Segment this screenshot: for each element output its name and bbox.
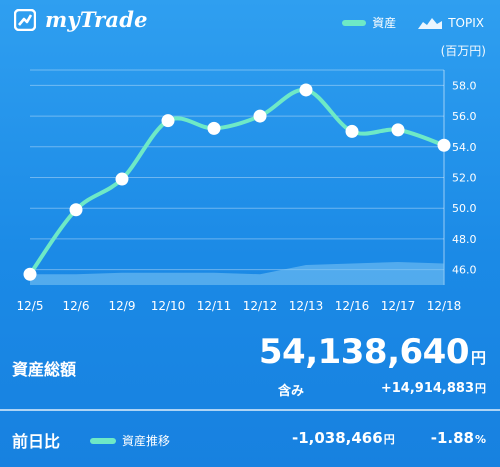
app-title: myTrade [45, 7, 148, 32]
data-point-12-16[interactable] [345, 124, 359, 138]
x-tick-label: 12/18 [427, 299, 462, 313]
data-point-12-12[interactable] [253, 109, 267, 123]
daily-change-percent-value: -1.88 [430, 429, 474, 447]
daily-change-percent-unit: % [474, 433, 486, 446]
app-logo: myTrade [14, 7, 148, 32]
total-assets-label: 資産総額 [12, 360, 77, 379]
legend-label-assets: 資産 [372, 16, 397, 30]
data-point-12-6[interactable] [69, 203, 83, 217]
x-tick-label: 12/10 [151, 299, 186, 313]
legend-item-topix: TOPIX [418, 16, 484, 30]
data-point-12-13[interactable] [299, 83, 313, 97]
chart-legend: 資産 TOPIX [342, 14, 484, 31]
x-tick-label: 12/6 [63, 299, 90, 313]
data-point-12-5[interactable] [23, 267, 37, 281]
unrealized-gain-value: +14,914,883 [380, 381, 474, 396]
asset-chart[interactable]: 46.0 48.0 50.0 52.0 54.0 56.0 58.0 12/5 12/6 12/… [0, 60, 500, 325]
y-tick-label: 52.0 [452, 172, 477, 185]
daily-change-row: 前日比 資産推移 -1,038,466 円 -1.88 % [0, 413, 500, 467]
data-point-12-11[interactable] [207, 121, 221, 135]
x-tick-label: 12/11 [197, 299, 232, 313]
legend-label-topix: TOPIX [448, 15, 484, 30]
y-tick-label: 50.0 [452, 202, 477, 215]
unrealized-gain-label: 含み [278, 384, 305, 399]
asset-summary: 資産総額 54,138,640 円 含み +14,914,883 円 [0, 330, 500, 405]
data-point-12-9[interactable] [115, 172, 129, 186]
data-point-12-10[interactable] [161, 114, 175, 128]
x-tick-label: 12/17 [381, 299, 416, 313]
data-point-12-17[interactable] [391, 123, 405, 137]
series-line-assets [28, 87, 446, 277]
x-tick-label: 12/9 [109, 299, 136, 313]
data-point-12-18[interactable] [437, 138, 451, 152]
asset-trend-swatch-icon [90, 437, 116, 444]
x-tick-label: 12/5 [17, 299, 44, 313]
chart-unit-label: (百万円) [440, 44, 486, 58]
series-area-topix [30, 261, 444, 285]
app-header: myTrade 資産 TOPIX [0, 0, 500, 42]
legend-item-assets: 資産 [342, 14, 396, 31]
unrealized-gain: 含み +14,914,883 円 [278, 380, 486, 399]
x-tick-label: 12/16 [335, 299, 370, 313]
y-tick-label: 58.0 [452, 79, 477, 92]
daily-change-unit: 円 [383, 433, 395, 446]
unrealized-gain-unit: 円 [475, 382, 486, 395]
y-tick-label: 46.0 [452, 264, 477, 277]
asset-trend-label: 資産推移 [122, 434, 171, 448]
x-tick-label: 12/12 [243, 299, 278, 313]
daily-change-value: -1,038,466 [292, 429, 383, 447]
daily-change-amount: -1,038,466 円 [292, 429, 395, 447]
x-tick-label: 12/13 [289, 299, 324, 313]
asset-trend-legend: 資産推移 [90, 432, 170, 449]
y-tick-label: 54.0 [452, 141, 477, 154]
y-tick-label: 56.0 [452, 110, 477, 123]
total-assets-unit: 円 [470, 349, 486, 367]
asset-line-swatch-icon [342, 19, 367, 26]
total-assets: 54,138,640 円 [259, 332, 486, 372]
total-assets-value: 54,138,640 [258, 332, 470, 372]
logo-icon [14, 8, 36, 31]
y-tick-label: 48.0 [452, 233, 477, 246]
daily-change-percent: -1.88 % [431, 429, 486, 447]
unrealized-gain-amount: +14,914,883 円 [381, 380, 486, 399]
daily-change-label: 前日比 [12, 432, 61, 451]
mountain-area-icon [418, 17, 443, 29]
section-divider [0, 409, 500, 411]
